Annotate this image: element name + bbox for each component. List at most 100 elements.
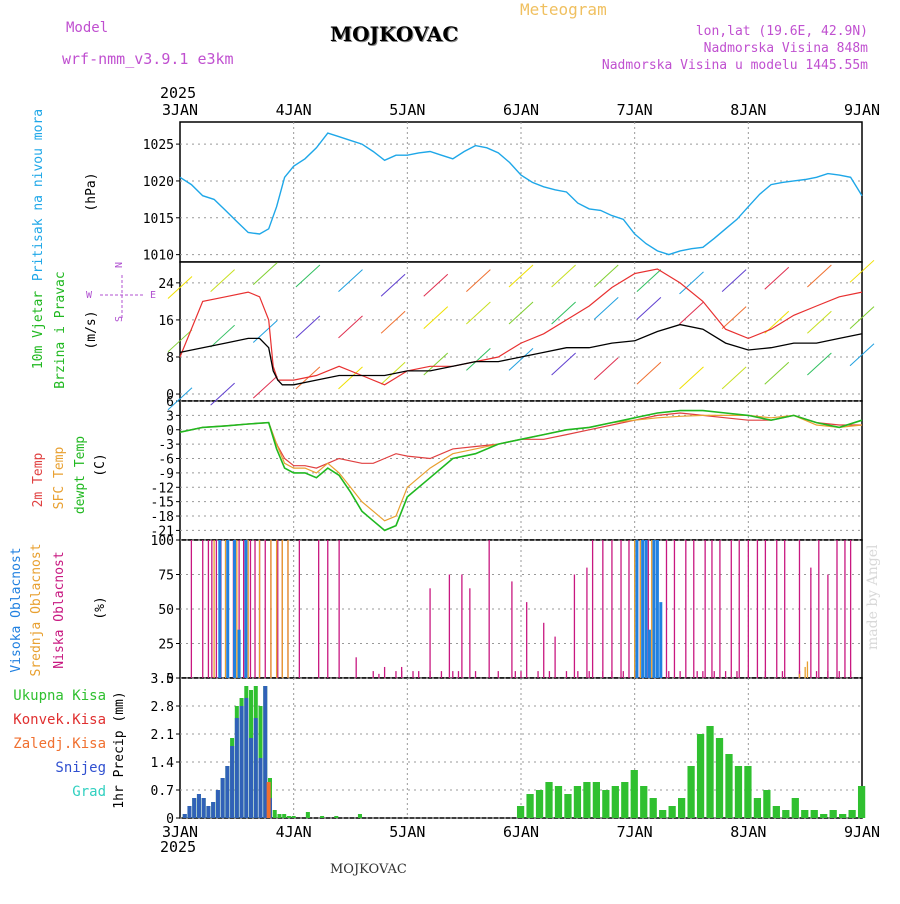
ylabel-cloud-high: Visoka Oblacnost	[9, 547, 24, 672]
panel-precip	[179, 677, 863, 819]
precip-bar-total	[592, 782, 600, 818]
ylabel-temp-sfc: SFC Temp	[52, 447, 67, 510]
precip-bar-total	[272, 810, 277, 818]
model-label: Model	[66, 20, 109, 36]
y-tick-label: 0.7	[151, 784, 174, 799]
wind-barb-mid	[380, 310, 406, 334]
y-tick-label: 100	[151, 534, 174, 549]
wind-barb-mid	[679, 301, 704, 325]
precip-bar-total	[848, 810, 856, 818]
wind-barb-top	[551, 264, 576, 288]
ylabel-cloud-mid: Srednja Oblacnost	[29, 543, 44, 676]
wind-barb-low	[466, 347, 491, 371]
wind-barb-top	[807, 264, 832, 288]
wind-barb-mid	[551, 301, 576, 325]
precip-bar-total	[857, 786, 866, 818]
panel-wind	[179, 261, 863, 402]
y-tick-label: -12	[151, 481, 174, 496]
y-tick-label: 1.4	[151, 756, 175, 771]
x-label-bottom: 6JAN	[503, 823, 539, 841]
y-tick-label: 3.5	[151, 672, 174, 687]
wind-barb-low	[807, 352, 832, 376]
precip-bar-total	[649, 798, 657, 818]
ylabel-temp-2m: 2m Temp	[31, 452, 46, 507]
ylabel-wind: 10m Vjetar	[31, 291, 46, 369]
temp-dew-line	[179, 409, 863, 532]
precip-bar-total	[286, 816, 291, 818]
y-tick-label: 0	[166, 672, 174, 687]
precip-bar-total	[277, 814, 282, 818]
wind-barb-top	[167, 276, 193, 299]
precip-bar-overlay	[245, 686, 248, 698]
precip-legend-item: Snijeg	[55, 760, 106, 776]
precip-bar-total	[611, 786, 619, 818]
y-tick-label: 24	[158, 277, 174, 292]
y-tick-label: -6	[158, 453, 174, 468]
wind-barb-top	[721, 269, 747, 292]
precip-bar-total	[744, 766, 752, 818]
ylabel-temp-dew: dewpt Temp	[73, 436, 88, 514]
pressure-line	[179, 132, 863, 256]
precip-bar-total	[687, 766, 695, 818]
wind-barb-low	[721, 366, 747, 390]
y-tick-label: 25	[158, 638, 174, 653]
precip-bar-snow	[253, 718, 258, 818]
ylabel-precip: 1hr Precip (mm)	[112, 691, 127, 808]
wind-barb-mid	[636, 297, 662, 320]
y-tick-label: 8	[166, 351, 174, 366]
precip-legend-item: Zaledj.Kisa	[13, 736, 106, 752]
footer-station: MOJKOVAC	[330, 862, 407, 877]
wind-barb-mid	[508, 301, 534, 325]
precip-bar-total	[282, 814, 287, 818]
wind-barb-mid	[167, 329, 193, 353]
y-tick-label: -21	[151, 524, 174, 539]
x-label-bottom: 9JAN	[844, 823, 880, 841]
precip-bar-snow	[206, 806, 211, 818]
precip-bar-total	[820, 814, 828, 818]
y-tick-label: 6	[166, 395, 174, 410]
precip-bar-total	[554, 786, 563, 818]
precip-bar-total	[801, 810, 809, 818]
precip-bar-total	[715, 738, 724, 818]
y-tick-label: 0	[166, 812, 174, 827]
wind-barb-low	[849, 343, 875, 367]
compass-s: S	[114, 316, 125, 322]
precip-bar-snow	[244, 698, 249, 818]
x-label-top: 4JAN	[276, 101, 312, 119]
wind-barb-mid	[721, 306, 747, 330]
y-tick-label: 2.8	[151, 700, 174, 715]
x-label-bottom: 5JAN	[389, 823, 425, 841]
precip-bar-total	[791, 798, 799, 818]
precip-bar-overlay	[240, 698, 243, 706]
precip-bar-total	[782, 810, 790, 818]
station-title: MOJKOVAC	[330, 22, 459, 46]
precip-bar-overlay	[259, 706, 262, 758]
precip-bar-total	[545, 782, 553, 818]
wind-barb-low	[167, 387, 193, 411]
x-label-bottom: 8JAN	[730, 823, 766, 841]
y-tick-label: 1010	[143, 249, 174, 264]
y-tick-label: -15	[151, 496, 174, 511]
model-name: wrf-nmm_v3.9.1 e3km	[62, 50, 234, 68]
precip-bar-total	[772, 806, 780, 818]
x-label-top: 8JAN	[730, 101, 766, 119]
year-top: 2025	[160, 84, 197, 102]
panel-pressure	[179, 121, 863, 263]
wind-barb-low	[252, 375, 278, 399]
y-tick-label: 1025	[143, 138, 174, 153]
wind-barb-top	[508, 264, 534, 288]
precip-bar-frz	[266, 782, 271, 818]
precip-bar-overlay	[231, 738, 234, 746]
y-tick-label: -3	[158, 438, 174, 453]
ylabel-pressure: Pritisak na nivou mora	[31, 109, 46, 281]
wind-barb-mid	[295, 315, 321, 339]
precip-bar-snow	[234, 718, 239, 818]
x-label-bottom: 4JAN	[276, 823, 312, 841]
precip-legend-item: Ukupna Kisa	[13, 688, 106, 704]
precip-bar-total	[696, 734, 705, 818]
wind-barb-top	[593, 264, 619, 288]
precip-bar-total	[630, 770, 638, 818]
precip-legend-item: Grad	[72, 784, 106, 800]
y-tick-label: 1015	[143, 212, 174, 227]
ylabel-temp-unit: (C)	[93, 453, 108, 476]
